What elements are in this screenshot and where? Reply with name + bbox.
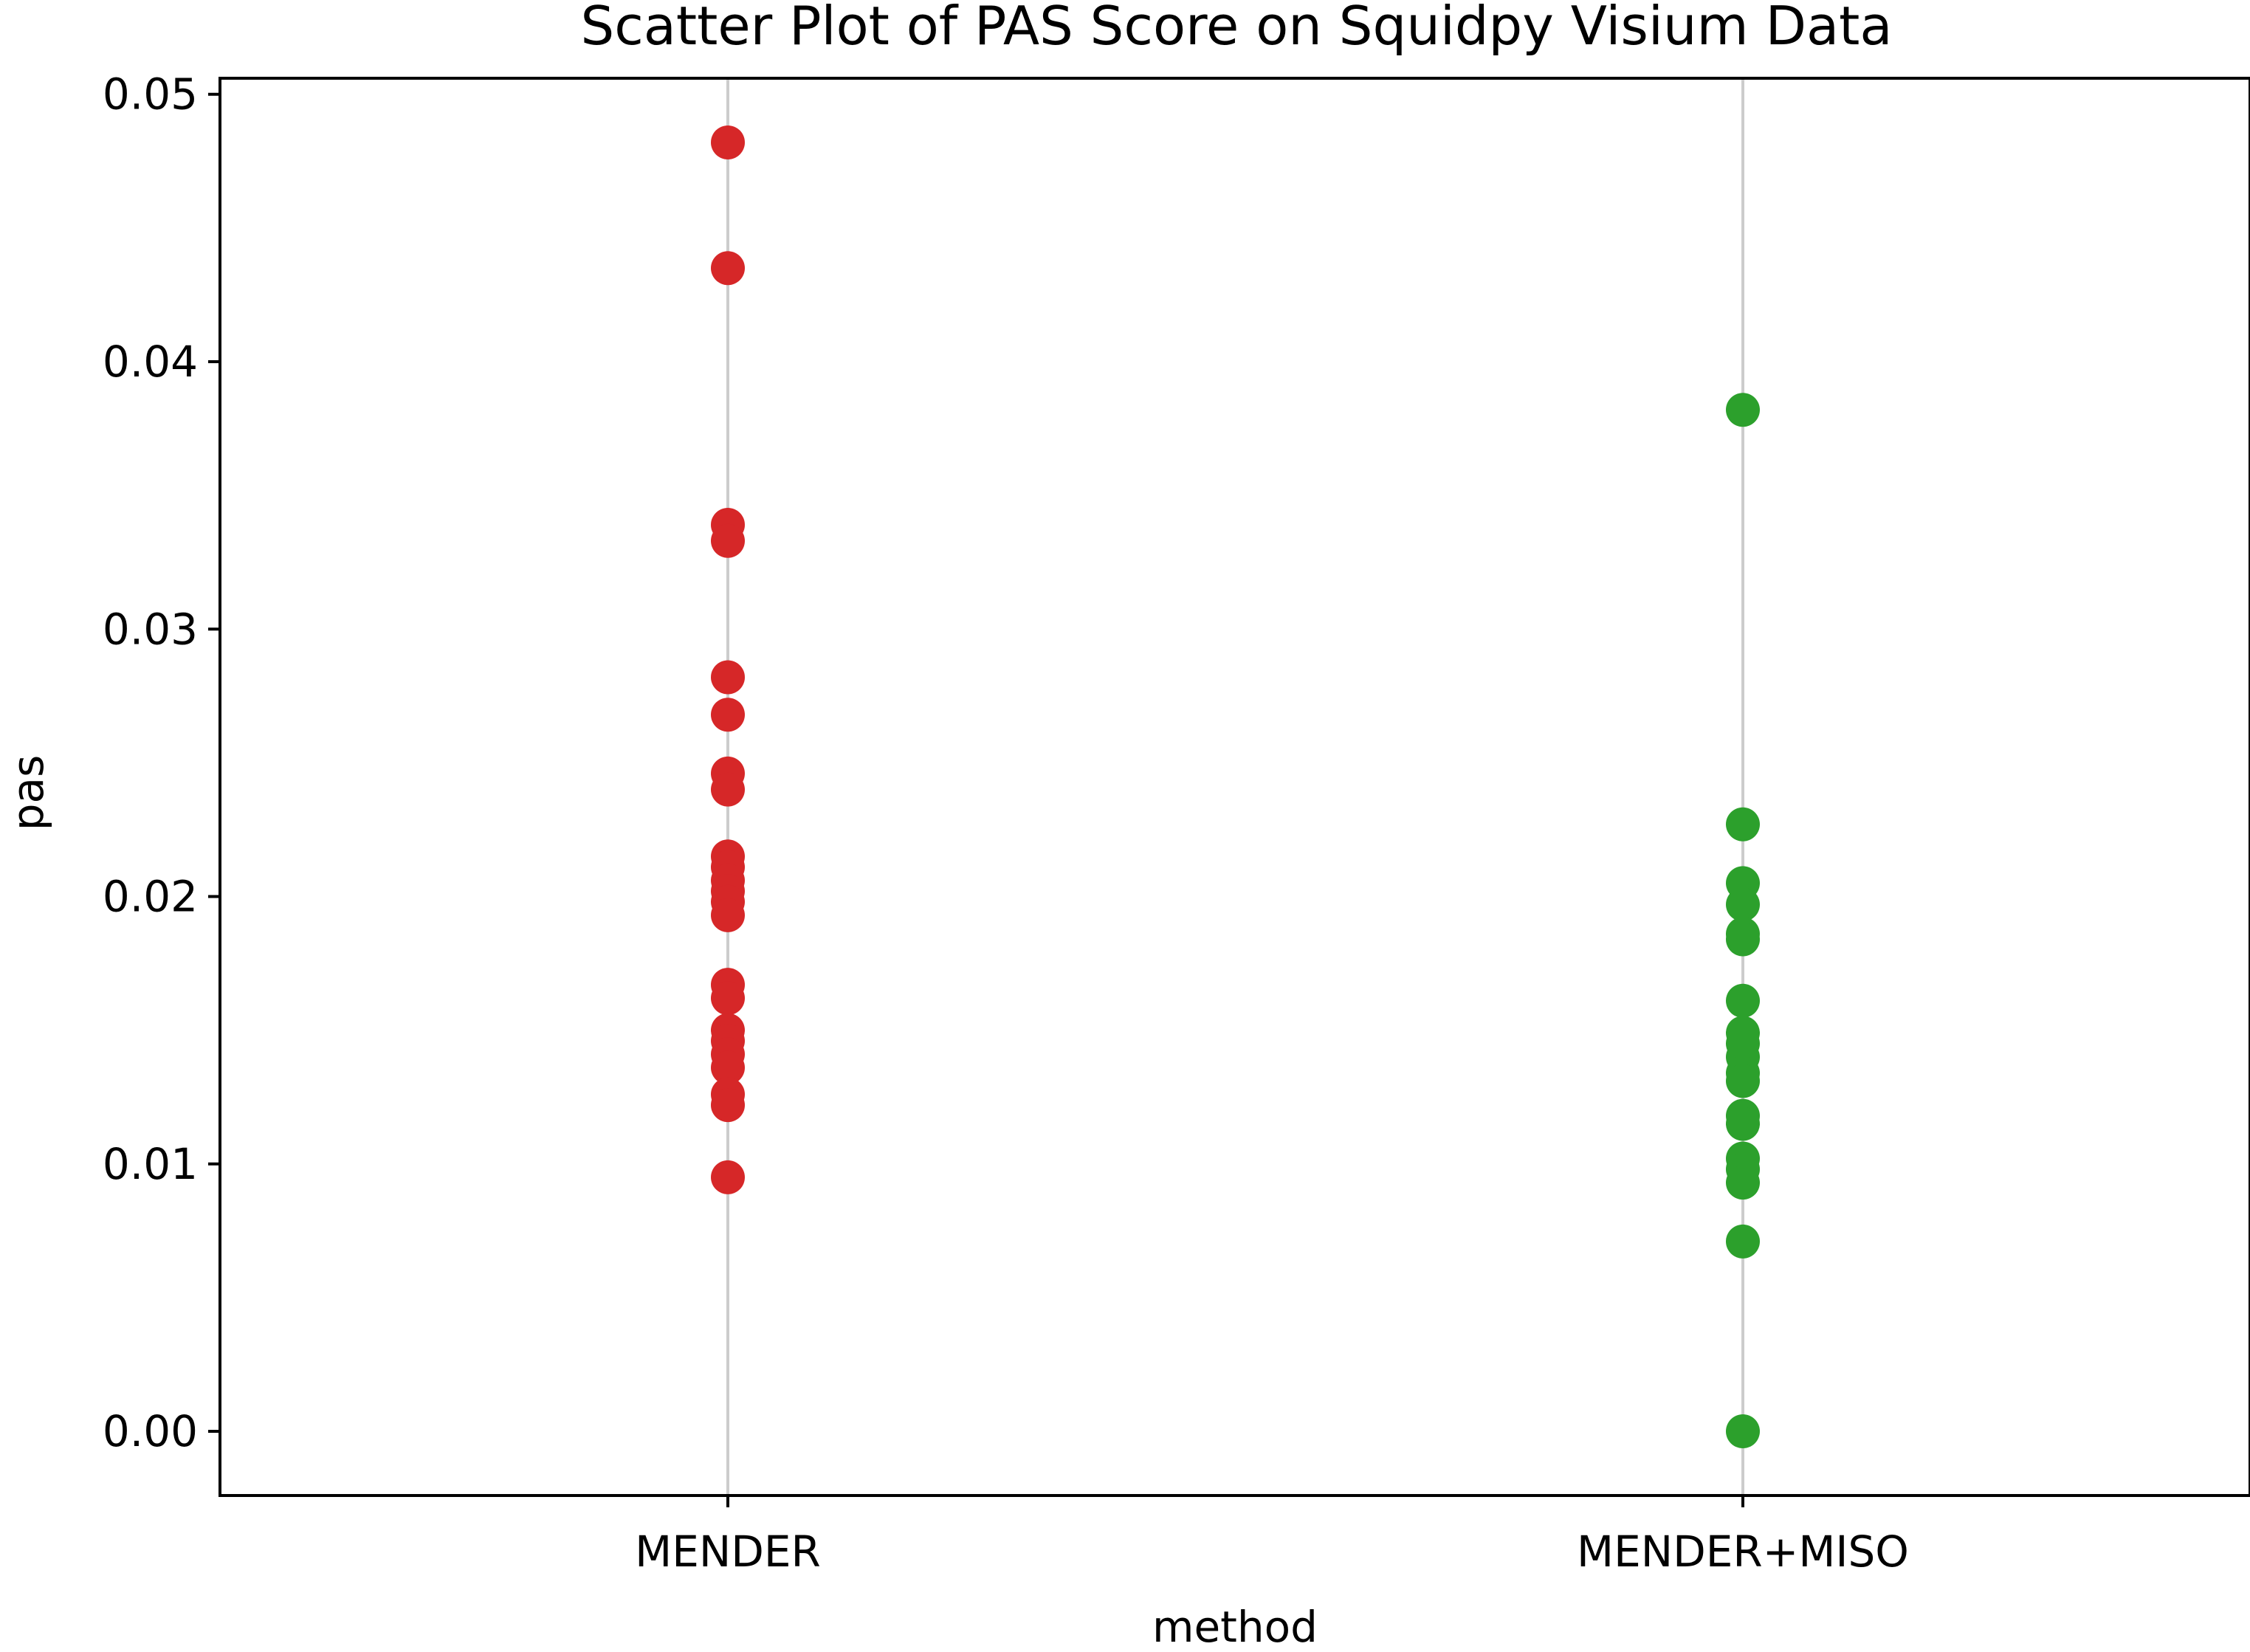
data-point-mender-miso [1726,1107,1760,1141]
data-point-mender-miso [1726,1064,1760,1098]
y-tick-label: 0.00 [103,1406,198,1456]
data-point-mender [711,1050,745,1085]
plot-frame [219,77,2250,1497]
data-point-mender [711,981,745,1016]
data-point-mender-miso [1726,887,1760,922]
data-point-mender-miso [1726,1166,1760,1200]
y-tick-label: 0.03 [103,604,198,654]
data-point-mender-miso [1726,807,1760,842]
y-tick-label: 0.02 [103,872,198,922]
data-point-mender [711,125,745,159]
data-points [711,125,1760,1449]
data-point-mender [711,1160,745,1194]
data-point-mender-miso [1726,1414,1760,1449]
y-axis: 0.00 0.01 0.02 0.03 0.04 0.05 [103,69,220,1456]
x-axis-label: method [1152,1602,1318,1652]
data-point-mender [711,698,745,732]
data-point-mender-miso [1726,922,1760,957]
y-tick-label: 0.01 [103,1139,198,1189]
data-point-mender [711,772,745,807]
x-axis: MENDER MENDER+MISO [635,1496,1909,1577]
data-point-mender [711,1088,745,1123]
data-point-mender [711,660,745,695]
data-point-mender [711,898,745,932]
data-point-mender-miso [1726,393,1760,427]
y-tick-label: 0.05 [103,69,198,120]
data-point-mender [711,523,745,558]
y-tick-label: 0.04 [103,337,198,387]
x-tick-label: MENDER [635,1527,821,1577]
data-point-mender [711,251,745,286]
data-point-mender-miso [1726,983,1760,1018]
y-axis-label: pas [3,755,53,831]
grid-lines [726,78,1744,1496]
x-tick-label: MENDER+MISO [1577,1527,1909,1577]
data-point-mender-miso [1726,1224,1760,1259]
chart-title: Scatter Plot of PAS Score on Squidpy Vis… [580,0,1892,57]
